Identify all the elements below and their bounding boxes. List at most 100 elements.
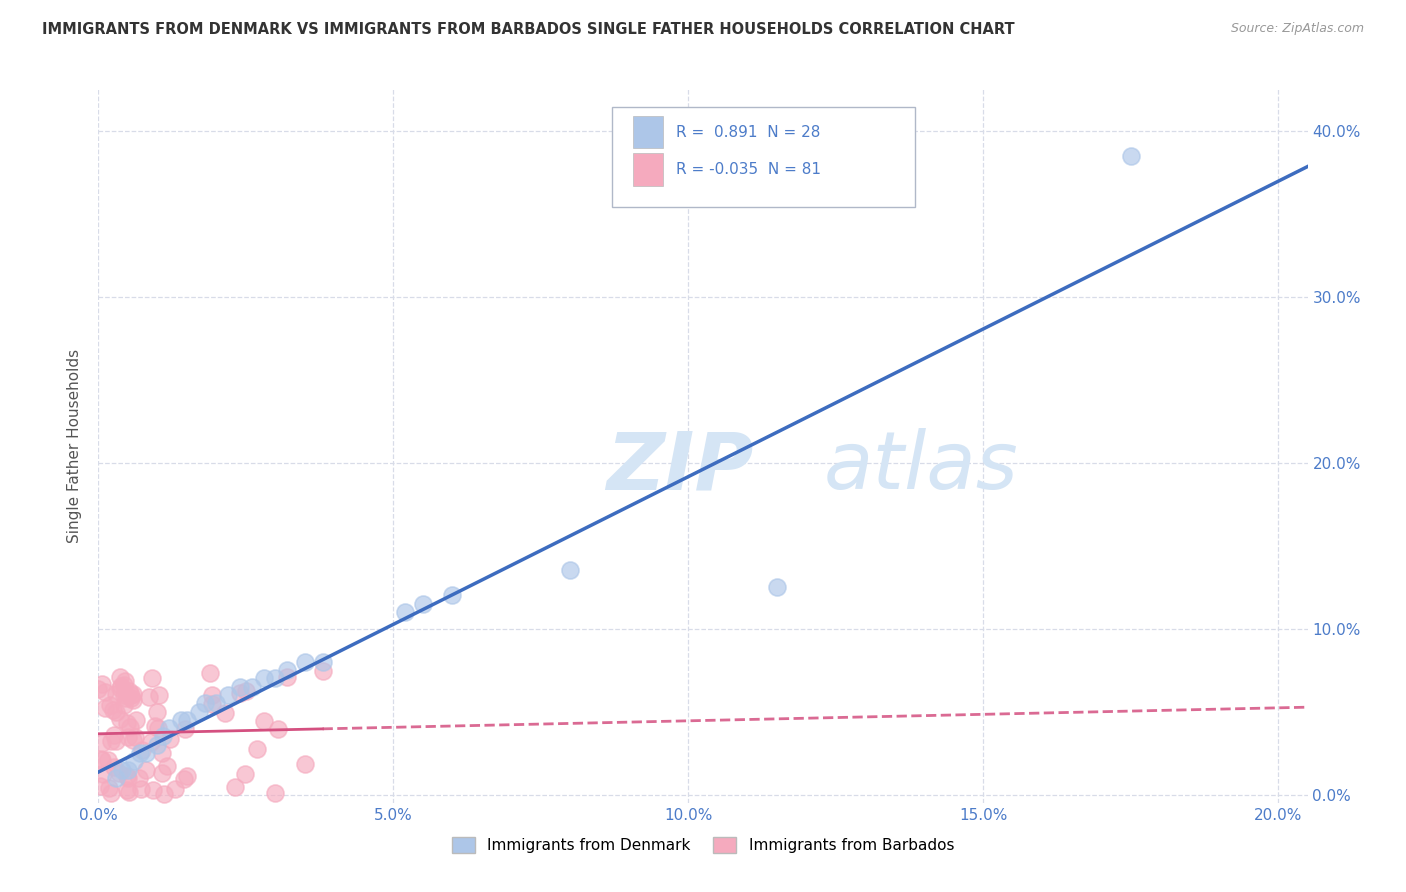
Point [117,730,139,744]
Point [252,714,274,728]
Point [91,736,114,750]
Point [294,757,316,772]
Point [152,730,174,744]
Point [170,713,193,727]
Point [117,784,139,798]
Point [229,686,252,700]
Point [441,588,464,602]
Point [129,781,152,796]
Point [264,786,287,800]
Point [145,705,167,719]
Point [148,689,170,703]
Point [159,731,181,746]
Text: IMMIGRANTS FROM DENMARK VS IMMIGRANTS FROM BARBADOS SINGLE FATHER HOUSEHOLDS COR: IMMIGRANTS FROM DENMARK VS IMMIGRANTS FR… [42,22,1015,37]
Point [394,605,416,619]
Text: R =  0.891  N = 28: R = 0.891 N = 28 [676,125,821,139]
Point [217,688,239,702]
Point [98,780,121,795]
Point [112,678,135,692]
Point [122,732,145,747]
Point [264,671,287,685]
Point [118,684,141,698]
Point [115,715,138,730]
Point [157,721,180,735]
Point [105,771,128,785]
Point [276,670,298,684]
Legend: Immigrants from Denmark, Immigrants from Barbados: Immigrants from Denmark, Immigrants from… [446,831,960,859]
Point [117,763,139,777]
Point [87,682,110,697]
Point [176,713,198,727]
Point [112,688,135,702]
Point [229,680,252,694]
Point [108,766,131,780]
Point [94,685,117,699]
Point [117,783,139,797]
Point [1119,148,1142,162]
Point [104,734,127,748]
Point [252,671,274,685]
Point [214,706,236,720]
Point [112,698,135,712]
Point [97,753,120,767]
Point [143,719,166,733]
Point [122,754,145,768]
Text: R = -0.035  N = 81: R = -0.035 N = 81 [676,162,821,178]
Point [139,735,162,749]
Point [148,721,170,735]
Point [176,769,198,783]
Point [174,722,197,736]
Bar [633,153,664,186]
Point [105,706,128,720]
Point [91,766,114,780]
Point [233,767,256,781]
Point [240,680,263,694]
Point [205,696,228,710]
Point [235,684,257,698]
Point [124,730,146,744]
Point [142,783,165,797]
Point [115,769,138,783]
Point [267,723,290,737]
Point [135,746,157,760]
Point [100,734,122,748]
Point [90,752,112,766]
Point [103,759,125,773]
Point [91,677,114,691]
Point [117,771,139,785]
Point [173,772,195,786]
Y-axis label: Single Father Households: Single Father Households [67,349,83,543]
Bar [633,116,664,148]
Point [120,690,142,705]
Text: ZIP: ZIP [606,428,754,507]
Text: Source: ZipAtlas.com: Source: ZipAtlas.com [1230,22,1364,36]
Point [194,696,217,710]
Point [100,787,122,801]
Point [114,674,136,689]
Point [128,746,150,760]
Point [153,787,176,801]
Point [311,655,333,669]
Point [150,746,173,760]
Point [131,743,153,757]
Point [560,564,582,578]
Point [201,689,224,703]
Point [125,713,148,727]
Point [110,712,132,726]
Point [150,766,173,780]
Point [111,763,134,777]
Point [108,670,131,684]
Point [311,664,333,678]
Point [224,780,246,794]
Point [156,759,179,773]
Point [294,655,316,669]
Point [765,580,787,594]
Point [120,688,142,702]
Point [245,742,267,756]
Point [110,681,132,695]
Point [200,697,222,711]
Point [165,782,187,797]
Point [412,597,434,611]
Point [94,700,117,714]
Point [200,666,222,681]
